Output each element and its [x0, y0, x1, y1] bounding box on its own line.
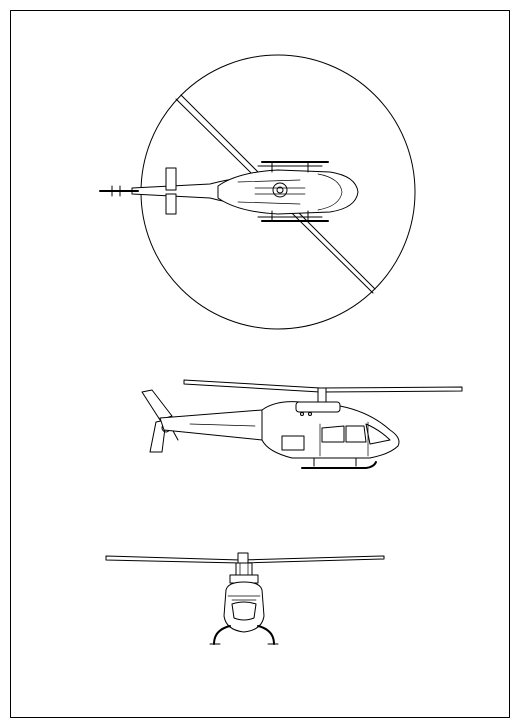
landing-skid-side — [301, 461, 377, 469]
cabin-top — [217, 169, 359, 215]
cabin-window — [321, 425, 345, 443]
sheet-border — [10, 10, 510, 718]
stabilizer-top — [165, 167, 177, 191]
rear-window — [281, 435, 305, 451]
front-view — [105, 552, 385, 645]
rotor-hub-top — [272, 182, 288, 198]
fuselage-front — [223, 581, 265, 633]
stabilizer-bottom — [165, 193, 177, 215]
side-view — [141, 379, 463, 469]
top-view — [99, 54, 416, 330]
tail-fin — [141, 389, 173, 421]
landing-gear-front — [213, 625, 275, 645]
rotor-hub-front — [237, 552, 249, 564]
